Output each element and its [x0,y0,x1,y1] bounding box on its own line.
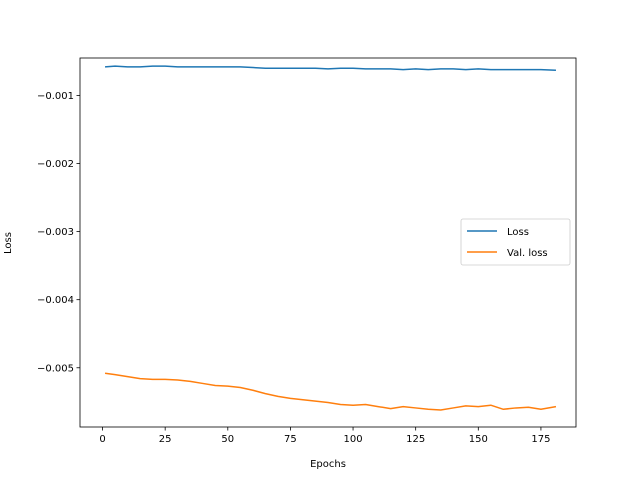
loss-series-line [104,65,556,71]
y-axis: −0.005 −0.004 −0.003 −0.002 −0.001 [37,91,80,374]
legend-label-loss: Loss [507,227,529,238]
x-axis: 0 25 50 75 100 125 150 175 [99,427,550,445]
x-tick-label: 125 [406,434,425,445]
y-axis-label: Loss [3,232,14,254]
y-tick-label: −0.001 [37,91,74,102]
legend-label-val-loss: Val. loss [507,248,548,259]
x-tick-label: 75 [284,434,297,445]
y-tick-label: −0.005 [37,363,74,374]
series-lines [104,65,557,411]
x-tick-label: 150 [469,434,488,445]
y-tick-label: −0.002 [37,159,74,170]
y-tick-label: −0.003 [37,227,74,238]
legend: Loss Val. loss [460,218,571,266]
x-tick-label: 175 [531,434,550,445]
x-tick-label: 25 [159,434,172,445]
x-tick-label: 100 [344,434,363,445]
plot-frame [79,57,577,428]
val-loss-series-line [104,372,557,411]
x-tick-label: 50 [221,434,234,445]
y-tick-label: −0.004 [37,295,74,306]
x-axis-label: Epochs [310,459,346,470]
x-tick-label: 0 [99,434,105,445]
